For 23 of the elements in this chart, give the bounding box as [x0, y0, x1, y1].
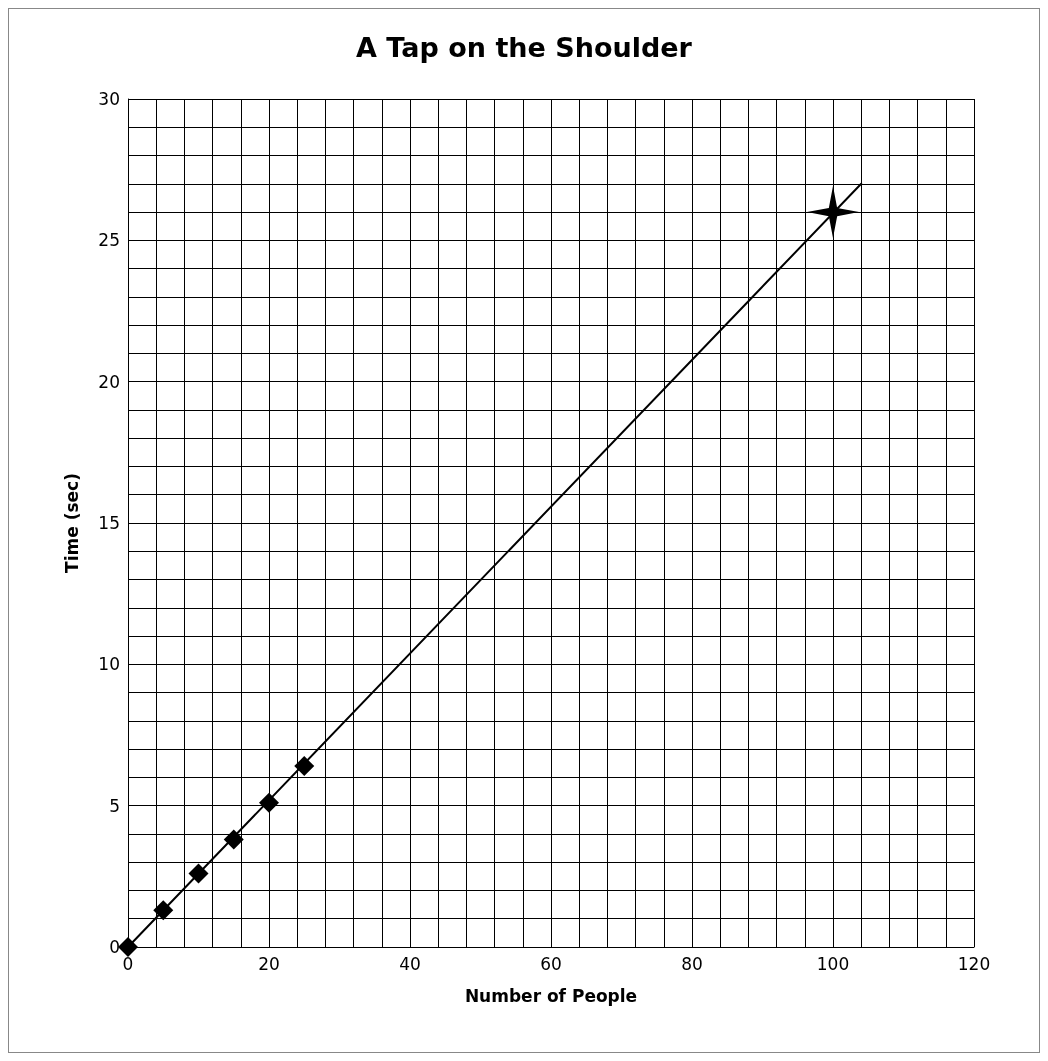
x-tick-label: 20 [258, 953, 280, 974]
x-tick-label: 60 [540, 953, 562, 974]
y-tick-label: 5 [109, 795, 120, 816]
point [153, 900, 174, 921]
point [118, 937, 138, 957]
y-tick-label: 30 [98, 89, 120, 109]
point [294, 756, 315, 777]
point [223, 829, 244, 850]
y-tick-label: 20 [98, 371, 120, 392]
point [188, 863, 209, 884]
chart-title: A Tap on the Shoulder [356, 32, 693, 63]
x-tick-label: 40 [399, 953, 421, 974]
point [259, 792, 279, 813]
x-tick-label: 120 [957, 953, 991, 974]
y-tick-label: 0 [109, 937, 120, 957]
x-tick-label: 100 [816, 953, 850, 974]
y-tick-label: 10 [98, 654, 120, 675]
x-tick-label: 0 [122, 953, 134, 974]
y-axis-title: Time (sec) [61, 473, 82, 573]
y-tick-label: 15 [98, 513, 120, 533]
x-tick-label: 80 [681, 953, 703, 974]
y-tick-label: 25 [98, 230, 120, 251]
x-axis-title: Number of People [464, 985, 638, 1006]
